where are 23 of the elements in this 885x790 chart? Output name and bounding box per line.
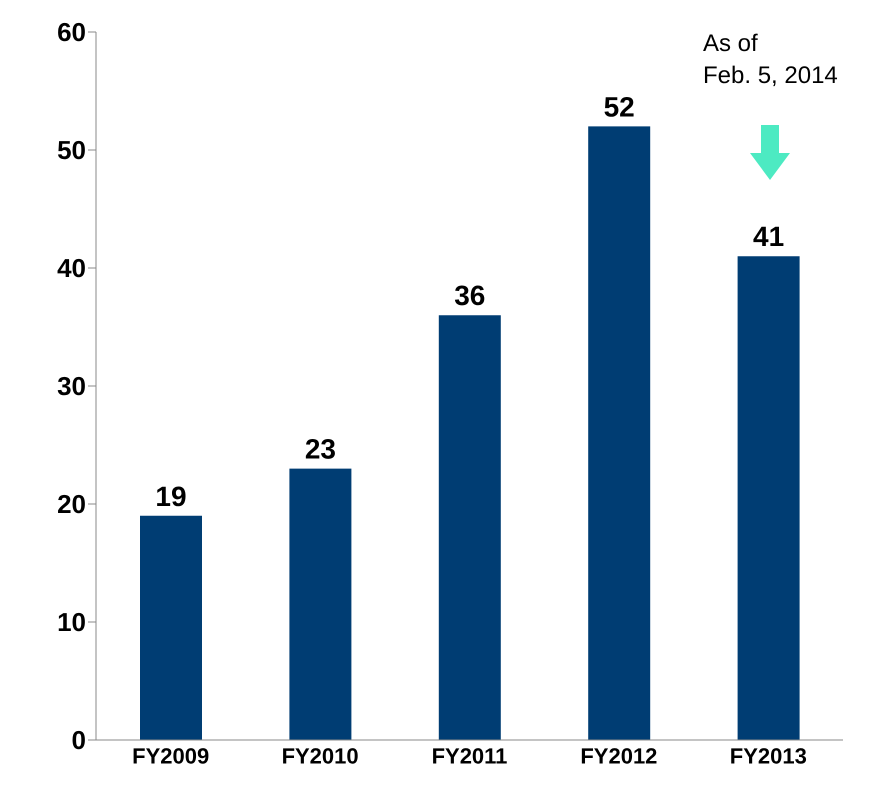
y-tick-label: 10 (57, 607, 86, 638)
x-tick-label: FY2009 (132, 744, 210, 769)
bar (438, 315, 501, 740)
data-label: 23 (304, 434, 336, 465)
y-tick-label: 0 (72, 725, 86, 756)
data-label: 52 (604, 91, 635, 122)
bar (738, 256, 800, 740)
y-tick-label: 60 (57, 17, 86, 48)
data-label: 36 (454, 280, 486, 312)
bar (588, 126, 650, 740)
y-tick-label: 20 (57, 489, 86, 520)
y-tick-label: 30 (57, 371, 86, 402)
data-label: 41 (753, 221, 784, 252)
annotation: As of Feb. 5, 2014 (703, 29, 838, 91)
bar (140, 516, 202, 740)
x-tick-label: FY2013 (730, 744, 807, 769)
data-label: 19 (155, 480, 187, 512)
y-tick-label: 40 (57, 253, 86, 284)
bar (289, 468, 352, 740)
y-tick-label: 50 (57, 135, 86, 166)
x-tick-label: FY2011 (432, 744, 508, 769)
x-tick-label: FY2010 (282, 744, 359, 769)
x-tick-label: FY2012 (580, 744, 658, 769)
